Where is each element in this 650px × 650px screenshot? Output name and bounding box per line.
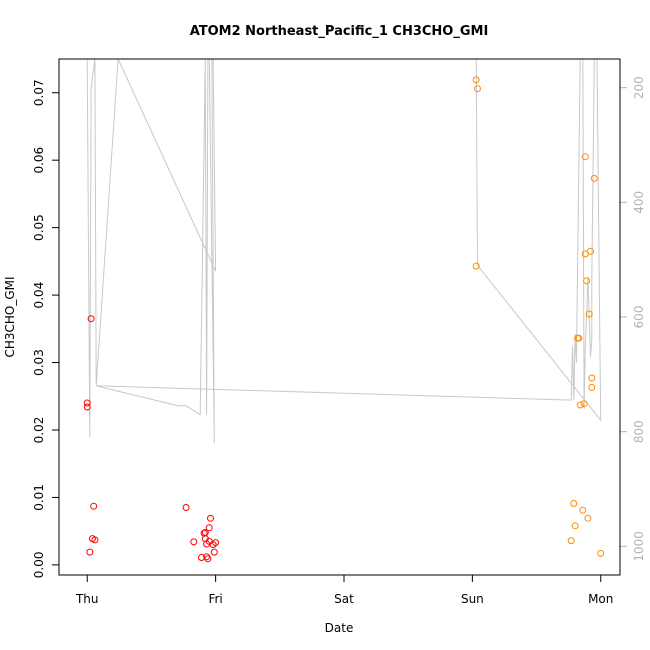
data-point xyxy=(581,153,589,161)
data-point xyxy=(87,315,95,323)
y2-tick-label: 400 xyxy=(632,191,646,214)
y-tick-label: 0.01 xyxy=(32,484,46,511)
data-point xyxy=(590,174,598,182)
y-tick-label: 0.07 xyxy=(32,79,46,106)
x-tick-label: Mon xyxy=(588,592,613,606)
data-point xyxy=(472,262,480,270)
y-axis-label: CH3CHO_GMI xyxy=(3,276,17,357)
x-axis-label: Date xyxy=(325,621,354,635)
y2-tick-label: 800 xyxy=(632,420,646,443)
data-point xyxy=(207,514,214,522)
data-point xyxy=(583,277,591,285)
data-points xyxy=(83,76,605,563)
data-point xyxy=(198,554,205,561)
data-point xyxy=(205,524,213,532)
y2-tick-label: 200 xyxy=(632,76,646,99)
data-point xyxy=(587,247,594,255)
data-point xyxy=(584,514,592,522)
x-tick-label: Fri xyxy=(208,592,222,606)
data-point xyxy=(588,374,596,382)
data-point xyxy=(576,401,584,409)
data-point xyxy=(580,400,588,408)
data-point xyxy=(210,548,218,556)
data-point xyxy=(472,76,480,84)
y-tick-label: 0.02 xyxy=(32,417,46,444)
altitude-line-series xyxy=(86,59,602,444)
axes: Thu Fri Sat Sun Mon 0.00 0.01 0.02 0.03 0.04 0.05 0… xyxy=(32,76,646,606)
data-point xyxy=(588,384,596,391)
data-point xyxy=(203,553,211,561)
data-point xyxy=(597,549,605,557)
y-tick-label: 0.06 xyxy=(32,147,46,174)
x-tick-label: Sat xyxy=(334,592,354,606)
y-tick-label: 0.04 xyxy=(32,282,46,309)
y-tick-label: 0.05 xyxy=(32,214,46,241)
data-point xyxy=(204,555,212,563)
data-point xyxy=(182,504,190,511)
data-point xyxy=(86,548,94,556)
data-point xyxy=(585,310,593,318)
data-point xyxy=(575,334,583,342)
y-tick-label: 0.00 xyxy=(32,552,46,579)
data-point xyxy=(83,403,91,411)
y2-tick-label: 600 xyxy=(632,306,646,329)
data-point xyxy=(190,538,198,546)
data-point xyxy=(571,522,579,530)
data-point xyxy=(83,399,91,407)
data-point xyxy=(91,536,99,544)
data-point xyxy=(212,539,220,547)
chart-title: ATOM2 Northeast_Pacific_1 CH3CHO_GMI xyxy=(190,24,489,39)
data-point xyxy=(90,502,98,510)
plot-frame xyxy=(58,58,621,576)
data-point xyxy=(567,537,575,545)
x-tick-label: Thu xyxy=(75,592,99,606)
y2-tick-label: 1000 xyxy=(632,531,646,562)
x-tick-label: Sun xyxy=(461,592,484,606)
data-point xyxy=(579,506,587,514)
secondary-series-lines xyxy=(86,59,602,444)
data-point xyxy=(570,500,578,507)
y-tick-label: 0.03 xyxy=(32,349,46,376)
data-point xyxy=(474,85,481,93)
